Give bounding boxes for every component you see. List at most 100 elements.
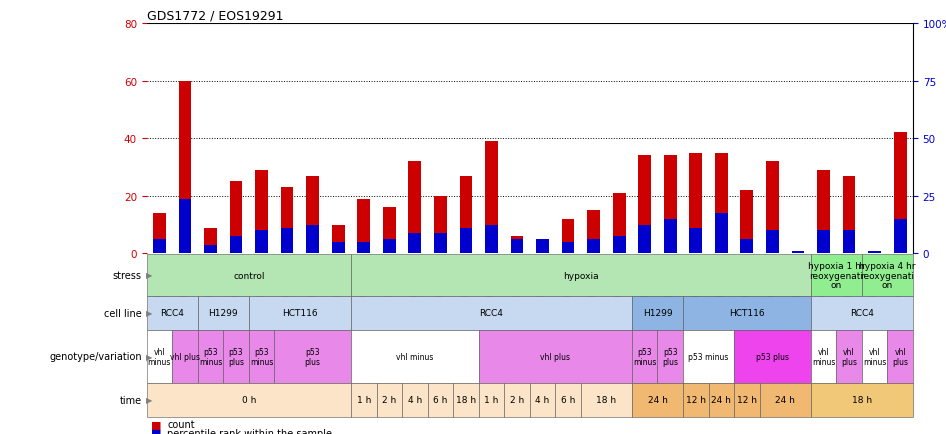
Text: percentile rank within the sample: percentile rank within the sample [167,428,332,434]
Bar [843,176,855,254]
Text: vhl
minus: vhl minus [812,347,835,366]
Text: cell line: cell line [104,308,142,318]
Bar [460,228,472,254]
Bar [632,383,683,417]
Text: 4 h: 4 h [535,395,550,404]
Text: ▶: ▶ [146,352,152,361]
Bar [147,383,351,417]
Bar [887,330,913,383]
Text: hypoxia: hypoxia [563,271,599,280]
Text: ■: ■ [151,428,162,434]
Bar [428,383,453,417]
Bar [562,219,574,254]
Bar [734,330,811,383]
Bar [632,330,657,383]
Text: 18 h: 18 h [851,395,872,404]
Text: vhl plus: vhl plus [170,352,200,361]
Bar [281,188,293,254]
Bar [536,240,549,254]
Text: time: time [120,395,142,405]
Bar [402,383,428,417]
Bar [409,162,421,254]
Text: GDS1772 / EOS19291: GDS1772 / EOS19291 [147,10,283,23]
Bar [485,225,498,254]
Text: ■: ■ [151,420,162,429]
Text: ▶: ▶ [146,271,152,280]
Bar [358,242,370,254]
Bar [632,296,683,330]
Bar [307,225,319,254]
Bar [307,176,319,254]
Bar [715,153,727,254]
Bar [562,242,574,254]
Bar [868,251,881,254]
Text: 12 h: 12 h [737,395,757,404]
Bar [383,208,395,254]
Text: 24 h: 24 h [775,395,796,404]
Bar [741,240,753,254]
Bar [223,330,249,383]
Bar [249,296,351,330]
Bar [639,156,651,254]
Text: p53
plus: p53 plus [228,347,244,366]
Bar [613,237,625,254]
Text: 24 h: 24 h [711,395,731,404]
Bar [153,214,166,254]
Bar [862,255,913,296]
Bar [377,383,402,417]
Bar [811,296,913,330]
Text: hypoxia 1 hr
reoxygenati
on: hypoxia 1 hr reoxygenati on [808,261,865,289]
Text: vhl plus: vhl plus [540,352,570,361]
Bar [274,330,351,383]
Text: 1 h: 1 h [357,395,371,404]
Bar [409,234,421,254]
Text: vhl minus: vhl minus [396,352,433,361]
Bar [147,296,198,330]
Text: 12 h: 12 h [686,395,706,404]
Bar [734,383,760,417]
Bar [179,81,191,254]
Bar [453,383,479,417]
Bar [479,330,632,383]
Text: p53
minus: p53 minus [199,347,222,366]
Bar [664,156,676,254]
Bar [664,219,676,254]
Text: control: control [233,271,265,280]
Text: p53 plus: p53 plus [756,352,789,361]
Text: count: count [167,420,195,429]
Bar [587,211,600,254]
Bar [715,214,727,254]
Text: 18 h: 18 h [596,395,617,404]
Text: 2 h: 2 h [510,395,524,404]
Bar [836,330,862,383]
Bar [683,383,709,417]
Bar [709,383,734,417]
Bar [811,383,913,417]
Bar [690,228,702,254]
Text: H1299: H1299 [208,309,238,318]
Bar [204,245,217,254]
Bar [434,196,447,254]
Bar [766,162,779,254]
Text: RCC4: RCC4 [160,309,184,318]
Text: 24 h: 24 h [647,395,668,404]
Bar [657,330,683,383]
Text: H1299: H1299 [642,309,673,318]
Text: 6 h: 6 h [433,395,447,404]
Bar [817,231,830,254]
Bar [555,383,581,417]
Bar [587,240,600,254]
Bar [511,240,523,254]
Bar [230,237,242,254]
Text: HCT116: HCT116 [729,309,764,318]
Bar [792,251,804,254]
Bar [843,231,855,254]
Text: vhl
plus: vhl plus [892,347,908,366]
Bar [153,240,166,254]
Bar [485,142,498,254]
Text: p53
minus: p53 minus [250,347,273,366]
Text: p53 minus: p53 minus [689,352,728,361]
Bar [332,242,344,254]
Bar [249,330,274,383]
Bar [683,330,734,383]
